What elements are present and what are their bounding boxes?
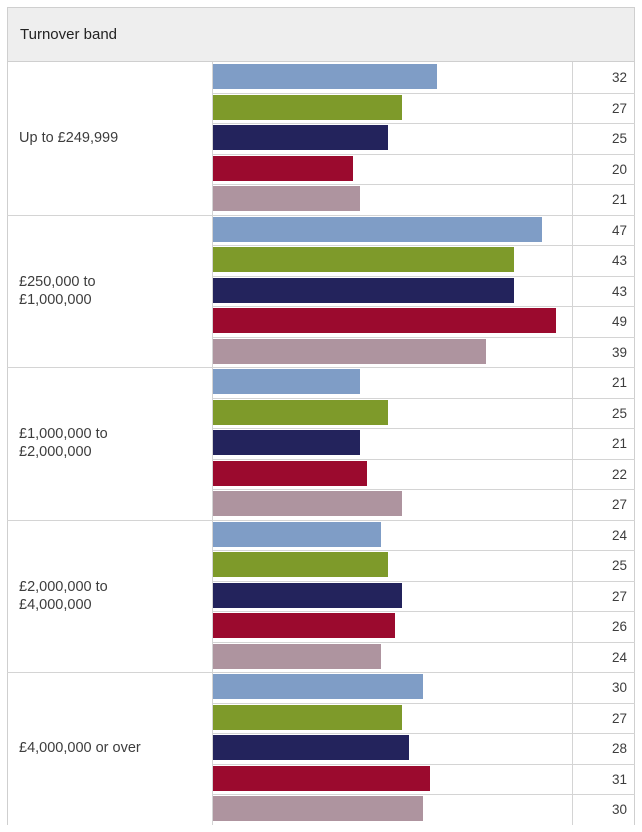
data-label: 25: [611, 558, 627, 573]
row-separator: [212, 245, 635, 246]
bar: [213, 613, 395, 638]
row-separator: [212, 398, 635, 399]
bar: [213, 735, 409, 760]
bar: [213, 796, 423, 821]
row-separator: [212, 123, 635, 124]
bar: [213, 186, 360, 211]
data-label: 24: [611, 528, 627, 543]
row-separator: [212, 93, 635, 94]
bar: [213, 552, 388, 577]
data-label: 20: [611, 162, 627, 177]
column-divider-label: [212, 62, 213, 825]
data-label: 27: [611, 497, 627, 512]
bar: [213, 491, 402, 516]
data-label: 26: [611, 619, 627, 634]
data-label: 31: [611, 772, 627, 787]
bar: [213, 369, 360, 394]
bar: [213, 278, 514, 303]
row-separator: [212, 581, 635, 582]
bar: [213, 247, 514, 272]
bar: [213, 95, 402, 120]
bar: [213, 644, 381, 669]
data-label: 21: [611, 192, 627, 207]
bar: [213, 156, 353, 181]
group-separator: [7, 367, 635, 368]
bar: [213, 125, 388, 150]
bar: [213, 217, 542, 242]
row-separator: [212, 184, 635, 185]
group-separator: [7, 215, 635, 216]
category-label: £250,000 to £1,000,000: [19, 273, 96, 308]
category-label: £1,000,000 to £2,000,000: [19, 426, 108, 461]
row-separator: [212, 428, 635, 429]
data-label: 43: [611, 253, 627, 268]
data-label: 21: [611, 375, 627, 390]
bar: [213, 583, 402, 608]
data-label: 27: [611, 711, 627, 726]
bar: [213, 766, 430, 791]
data-label: 32: [611, 70, 627, 85]
row-separator: [212, 733, 635, 734]
table-header: Turnover band: [7, 7, 635, 62]
bar: [213, 400, 388, 425]
data-label: 30: [611, 680, 627, 695]
bar: [213, 430, 360, 455]
data-label: 49: [611, 314, 627, 329]
row-separator: [212, 764, 635, 765]
bar: [213, 308, 556, 333]
data-label: 25: [611, 131, 627, 146]
row-separator: [212, 489, 635, 490]
row-separator: [212, 703, 635, 704]
category-label: £4,000,000 or over: [19, 740, 141, 757]
row-header-label: Turnover band: [20, 26, 118, 43]
data-label: 43: [611, 284, 627, 299]
data-label: 30: [611, 802, 627, 817]
data-label: 27: [611, 101, 627, 116]
data-label: 39: [611, 345, 627, 360]
bar: [213, 705, 402, 730]
column-divider-value: [572, 62, 573, 825]
data-label: 27: [611, 589, 627, 604]
bar: [213, 522, 381, 547]
category-label: Up to £249,999: [19, 130, 119, 147]
table-body: [7, 62, 635, 825]
row-separator: [212, 337, 635, 338]
row-separator: [212, 611, 635, 612]
turnover-band-table: Turnover band Up to £249,999 32 27 25 20 21 £2…: [7, 7, 635, 825]
data-label: 22: [611, 467, 627, 482]
row-separator: [212, 276, 635, 277]
bar: [213, 64, 437, 89]
category-label: £2,000,000 to £4,000,000: [19, 578, 108, 613]
group-separator: [7, 672, 635, 673]
data-label: 24: [611, 650, 627, 665]
data-label: 28: [611, 741, 627, 756]
row-separator: [212, 642, 635, 643]
row-separator: [212, 154, 635, 155]
group-separator: [7, 520, 635, 521]
bar: [213, 674, 423, 699]
data-label: 47: [611, 223, 627, 238]
data-label: 25: [611, 406, 627, 421]
data-label: 21: [611, 436, 627, 451]
row-separator: [212, 794, 635, 795]
bar: [213, 461, 367, 486]
row-separator: [212, 306, 635, 307]
row-separator: [212, 459, 635, 460]
bar: [213, 339, 486, 364]
row-separator: [212, 550, 635, 551]
